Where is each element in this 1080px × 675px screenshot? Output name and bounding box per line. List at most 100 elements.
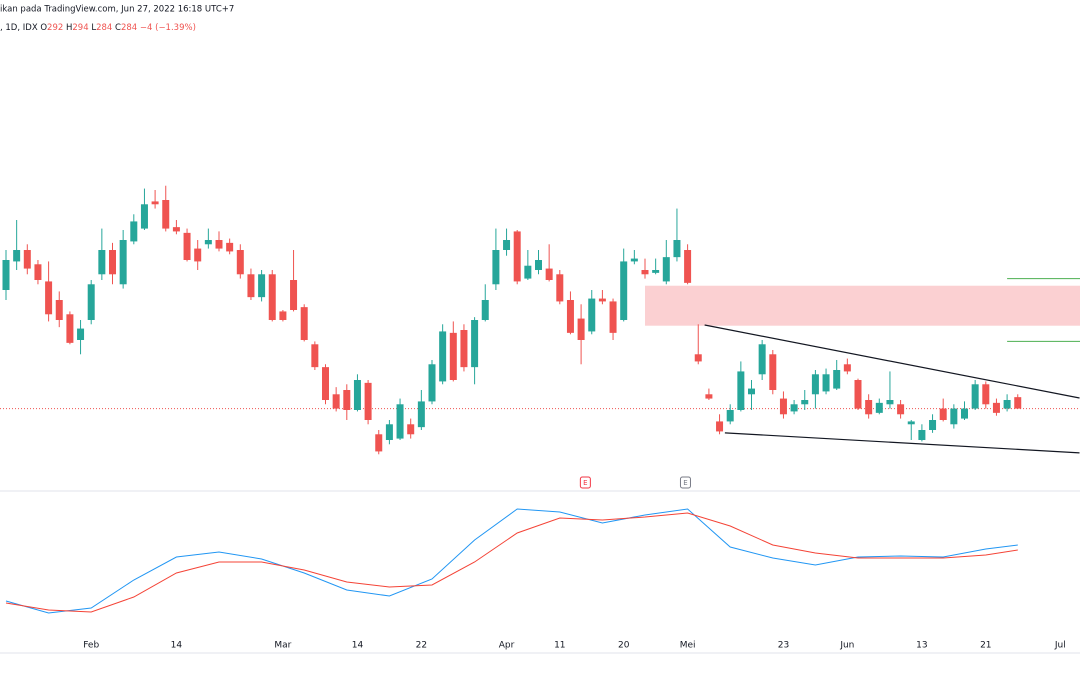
candle-body <box>535 260 542 270</box>
x-tick-label: 23 <box>778 641 789 651</box>
change: −4 (−1.39%) <box>140 23 196 33</box>
candle-body <box>726 410 734 422</box>
candle-body <box>854 380 862 409</box>
candle-body <box>375 434 383 452</box>
candle-body <box>471 320 479 368</box>
candle-body <box>652 270 660 273</box>
candle-body <box>407 424 415 435</box>
x-tick-label: 13 <box>916 641 927 651</box>
candle-body <box>556 274 564 302</box>
earnings-label: E <box>683 479 687 487</box>
candle-body <box>151 201 159 205</box>
candle-body <box>77 328 85 340</box>
c-label: C <box>115 23 121 33</box>
candle-body <box>503 240 511 250</box>
candle-body <box>982 384 990 405</box>
candle-body <box>598 298 606 302</box>
candle-body <box>748 388 755 395</box>
candle-body <box>875 402 883 413</box>
indicator-line <box>5 512 1018 613</box>
candle-body <box>87 284 95 320</box>
l-label: L <box>91 23 96 33</box>
candle-body <box>98 250 106 275</box>
candle-body <box>779 398 787 415</box>
candle-body <box>801 400 809 405</box>
x-tick-label: 21 <box>980 641 991 651</box>
candle-body <box>492 250 500 285</box>
l-value: 284 <box>96 23 112 33</box>
candle-body <box>886 400 894 405</box>
x-tick-label: 14 <box>352 641 364 651</box>
candle-body <box>705 394 713 399</box>
candle-body <box>194 248 202 262</box>
candle-body <box>183 232 191 260</box>
candle-body <box>481 300 489 320</box>
candle-body <box>790 404 798 412</box>
candle-body <box>162 200 170 229</box>
candle-body <box>428 364 436 402</box>
candle-body <box>13 250 21 262</box>
candle-body <box>865 400 873 415</box>
candle-body <box>513 231 521 282</box>
candle-body <box>215 240 223 249</box>
candle-body <box>609 301 617 333</box>
candle-body <box>620 261 628 320</box>
candle-body <box>2 260 10 290</box>
candle-body <box>737 371 745 410</box>
candle-body <box>109 250 116 275</box>
candle-body <box>811 374 819 395</box>
candle-body <box>268 274 276 320</box>
candle-body <box>673 240 681 258</box>
candle-body <box>843 364 851 372</box>
candle-body <box>364 382 372 420</box>
x-tick-label: 20 <box>618 641 630 651</box>
candle-body <box>290 280 298 310</box>
x-tick-label: 11 <box>554 641 565 651</box>
x-tick-label: Jun <box>839 641 854 651</box>
candle-body <box>716 421 724 432</box>
candle-body <box>1014 397 1022 409</box>
o-label: O <box>40 23 47 33</box>
candle-body <box>1003 400 1011 409</box>
supply-zone <box>645 285 1080 326</box>
candle-body <box>524 265 532 279</box>
earnings-marker <box>579 476 591 489</box>
candle-body <box>258 274 266 298</box>
candle-body <box>897 404 905 415</box>
candle-body <box>971 384 979 409</box>
candle-body <box>769 354 777 390</box>
candle-body <box>630 258 638 262</box>
candle-body <box>662 257 670 282</box>
candle-body <box>172 227 180 232</box>
candle-body <box>566 300 574 333</box>
x-tick-label: 14 <box>171 641 183 651</box>
trend-line <box>704 324 1080 399</box>
symbol-line: , 1D, IDX O292 H294 L284 C284 −4 (−1.39%… <box>0 23 196 33</box>
candle-body <box>247 274 255 298</box>
candle-body <box>577 318 585 340</box>
candle-body <box>353 380 361 410</box>
h-value: 294 <box>72 23 88 33</box>
candle-body <box>907 421 915 425</box>
candle-body <box>322 367 329 400</box>
indicator-line <box>5 508 1018 614</box>
candle-body <box>34 264 42 280</box>
candle-body <box>396 404 404 439</box>
candle-body <box>822 374 830 392</box>
o-value: 292 <box>47 23 63 33</box>
candle-body <box>449 332 457 380</box>
candle-body <box>833 370 841 389</box>
x-tick-label: Mei <box>680 641 696 651</box>
candle-body <box>130 221 138 242</box>
candle-body <box>417 401 425 428</box>
trend-line <box>724 432 1080 454</box>
candle-body <box>460 330 468 368</box>
candle-body <box>758 344 766 375</box>
candle-body <box>23 250 31 269</box>
candle-body <box>279 311 287 320</box>
c-value: 284 <box>121 23 137 33</box>
candle-body <box>311 344 319 368</box>
symbol: , 1D, IDX <box>0 23 38 33</box>
x-tick-label: Apr <box>499 641 515 651</box>
